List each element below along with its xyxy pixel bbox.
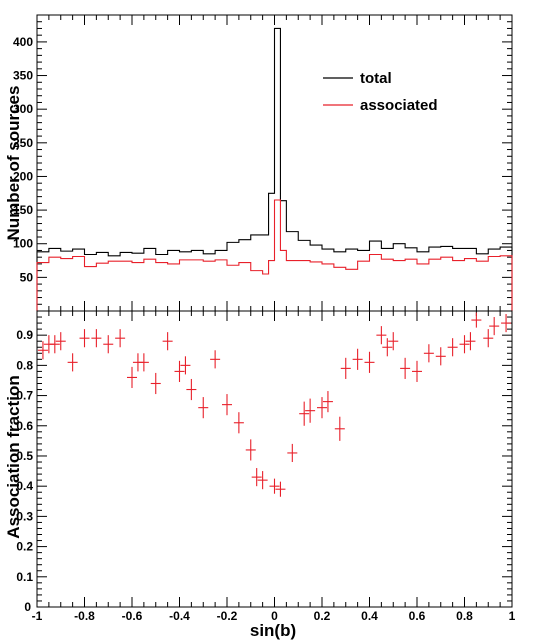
top-y-tick-label: 300: [13, 102, 33, 116]
histogram-total: [36, 27, 513, 311]
fraction-point: [317, 397, 327, 419]
fraction-point: [49, 335, 60, 354]
fraction-point: [483, 329, 494, 348]
bottom-y-tick-label: 0.8: [16, 358, 33, 372]
fraction-point: [198, 397, 209, 419]
x-tick-label: -0.6: [122, 609, 143, 623]
top-y-tick-label: 50: [20, 270, 34, 284]
fraction-point: [162, 332, 173, 351]
x-tick-label: 0.2: [314, 609, 331, 623]
bottom-y-tick-label: 0.4: [16, 479, 33, 493]
legend-label-total: total: [360, 70, 392, 87]
fraction-point: [37, 341, 48, 360]
top-y-tick-label: 150: [13, 203, 33, 217]
bottom-y-tick-label: 0.6: [16, 419, 33, 433]
fraction-point: [150, 372, 161, 395]
bottom-y-tick-label: 0.7: [16, 389, 33, 403]
fraction-point: [412, 360, 422, 382]
fraction-point: [489, 317, 500, 336]
fraction-point: [382, 338, 393, 357]
x-tick-label: -1: [32, 609, 43, 623]
fraction-point: [435, 347, 446, 366]
fraction-point: [138, 353, 149, 372]
fraction-point: [501, 314, 512, 333]
top-y-axis-title: Number of sources: [4, 86, 23, 241]
bottom-y-tick-label: 0.3: [16, 509, 33, 523]
x-tick-label: 0: [271, 609, 278, 623]
fraction-point: [299, 401, 310, 426]
fraction-panel: 0.1 0.2 0.3 0.4 0.5 0.6 0.7 0.8 0.9 -1 -0.8 -0.6 -0.…: [4, 310, 516, 640]
fraction-point: [91, 329, 102, 348]
fraction-point: [447, 338, 458, 357]
fraction-point: [210, 350, 221, 369]
x-tick-label: -0.4: [169, 609, 190, 623]
fraction-point: [376, 326, 387, 345]
histogram-associated: [36, 199, 513, 311]
fraction-point: [115, 329, 126, 348]
legend: total associated: [323, 70, 438, 114]
fraction-point: [222, 394, 232, 416]
fraction-point: [471, 312, 482, 328]
fraction-point: [174, 360, 185, 382]
fraction-point: [400, 357, 411, 379]
fraction-point: [322, 391, 333, 413]
fraction-point: [340, 357, 351, 379]
x-tick-label: -0.8: [74, 609, 95, 623]
x-axis-title: sin(b): [250, 621, 296, 640]
fraction-point: [269, 478, 280, 494]
fraction-point: [186, 378, 197, 401]
top-y-tick-label: 100: [13, 237, 33, 251]
top-y-tick-label: 400: [13, 35, 33, 49]
fraction-point: [233, 412, 244, 434]
fraction-point: [67, 353, 78, 372]
top-y-tick-label: 250: [13, 136, 33, 150]
fraction-point: [423, 344, 434, 363]
bottom-y-zero-label: 0: [24, 600, 31, 614]
bottom-y-tick-label: 0.2: [16, 540, 33, 554]
bottom-y-tick-label: 0.9: [16, 328, 33, 342]
x-tick-label: 1: [509, 609, 516, 623]
fraction-point: [251, 468, 262, 487]
fraction-point: [352, 348, 363, 370]
x-tick-label: 0.4: [361, 609, 378, 623]
top-axis-ticks: 50 100 150 200 250 300 350 400: [13, 15, 513, 311]
x-tick-label: 0.6: [409, 609, 426, 623]
legend-label-associated: associated: [360, 97, 438, 114]
histogram-panel: 50 100 150 200 250 300 350 400 total associated…: [4, 14, 513, 312]
fraction-point: [334, 416, 345, 441]
fraction-point: [305, 398, 316, 423]
fraction-point: [459, 335, 470, 354]
top-y-tick-label: 350: [13, 69, 33, 83]
histogram-series: [36, 27, 513, 311]
x-tick-label: 0.8: [456, 609, 473, 623]
fraction-point: [287, 443, 298, 463]
fraction-point: [465, 332, 476, 351]
bottom-y-axis-title: Association fraction: [4, 375, 23, 538]
fraction-series: [37, 312, 512, 497]
fraction-point: [55, 332, 66, 351]
fraction-point: [79, 329, 90, 348]
top-y-tick-label: 200: [13, 169, 33, 183]
fraction-point: [127, 366, 137, 389]
fraction-point: [388, 332, 399, 351]
fraction-point: [257, 471, 268, 490]
fraction-point: [103, 335, 114, 354]
fraction-point: [275, 481, 286, 497]
bottom-y-tick-label: 0.5: [16, 449, 33, 463]
fraction-point: [245, 439, 256, 461]
bottom-y-tick-label: 0.1: [16, 570, 33, 584]
x-tick-label: -0.2: [217, 609, 238, 623]
bottom-axis-ticks: 0.1 0.2 0.3 0.4 0.5 0.6 0.7 0.8 0.9 -1 -0.8 -0.6 -0.…: [16, 311, 516, 623]
fraction-point: [180, 356, 191, 375]
fraction-point: [364, 351, 375, 373]
